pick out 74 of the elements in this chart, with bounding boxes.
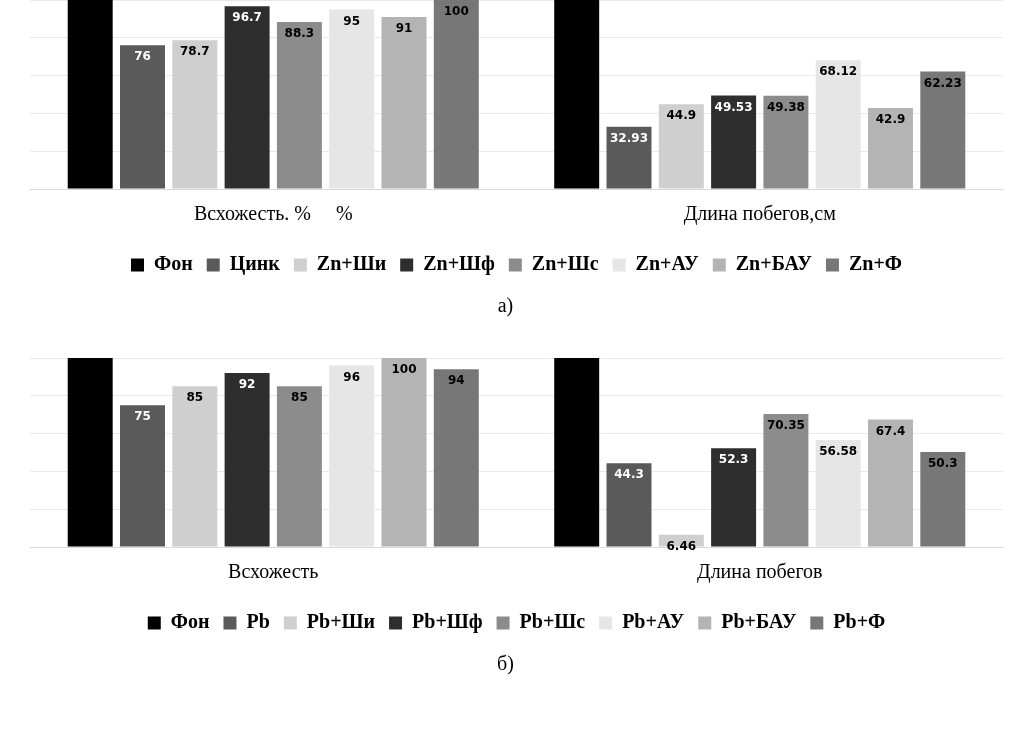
legend-label: Pb+Ши [306,610,376,633]
bar [554,0,600,189]
data-label: 52.3 [718,452,749,467]
x-tick-label: Всхожесть [228,560,319,583]
data-label: 42.9 [875,112,906,127]
bar [763,95,809,189]
bar [224,373,270,547]
x-tick-label: Всхожесть. % % [193,202,353,225]
data-label: 88.3 [284,26,315,41]
legend-label: Zn+АУ [635,252,700,275]
data-label: 75 [134,409,151,424]
data-label: 49.53 [714,99,753,114]
bar [120,45,165,189]
data-label: 100 [443,4,469,19]
legend-label: Zn+Шс [531,252,599,275]
bar [433,369,479,547]
data-label: 49.38 [766,99,805,114]
bar [711,95,757,189]
text: б) [496,651,515,677]
legend-label: Pb+Шс [519,610,586,633]
bar [276,386,322,547]
data-label: 96.7 [232,10,262,25]
data-label: 68.12 [819,64,858,79]
legend-label: Фон [154,252,193,275]
text: а) [496,293,515,319]
bar [554,358,600,547]
bar [920,71,966,189]
bar [67,358,113,547]
legend-label: Zn+БАУ [735,252,813,275]
bar [276,22,322,189]
data-label: 67.4 [875,423,906,438]
bar [763,414,809,547]
data-label: 62.23 [923,75,962,90]
bar [67,0,113,189]
legend-label: Фон [170,610,210,633]
legend-label: Pb [246,610,270,633]
data-label: 85 [291,390,308,405]
x-tick-label: Длина побегов [696,560,823,584]
legend-label: Zn+Ши [316,252,387,275]
legend-label: Pb+АУ [622,610,685,633]
bar [606,126,652,189]
data-label: 85 [186,390,204,405]
bar [381,17,427,189]
data-label: 44.3 [614,467,644,482]
data-label: 70.35 [766,418,805,433]
bar [381,358,427,547]
data-label: 92 [238,377,256,392]
data-label: 100 [391,362,417,377]
bar [120,405,165,547]
legend-label: Pb+БАУ [721,610,797,633]
legend-label: Zn+Шф [423,252,496,276]
data-label: 32.93 [610,130,648,145]
data-label: 94 [447,373,465,388]
data-label: 6.46 [666,538,697,553]
bar [224,6,270,189]
data-label: 96 [343,369,361,384]
bar [920,451,966,547]
data-label: 56.58 [819,444,858,459]
legend-label: Zn+Ф [848,252,902,275]
data-label: 95 [343,13,361,28]
data-label: 91 [395,21,413,36]
data-label: 78.7 [180,44,210,59]
bar [433,0,479,189]
data-label: 44.9 [666,108,697,123]
data-label: 50.3 [927,456,958,471]
legend-label: Цинк [229,252,281,276]
bar [868,419,913,547]
bar [868,107,913,189]
data-label: 76 [134,49,151,64]
legend-label: Pb+Шф [412,610,483,634]
bar [606,463,652,547]
bar [711,448,757,547]
legend-label: Pb+Ф [833,610,886,633]
x-tick-label: Длина побегов,см [683,202,837,226]
